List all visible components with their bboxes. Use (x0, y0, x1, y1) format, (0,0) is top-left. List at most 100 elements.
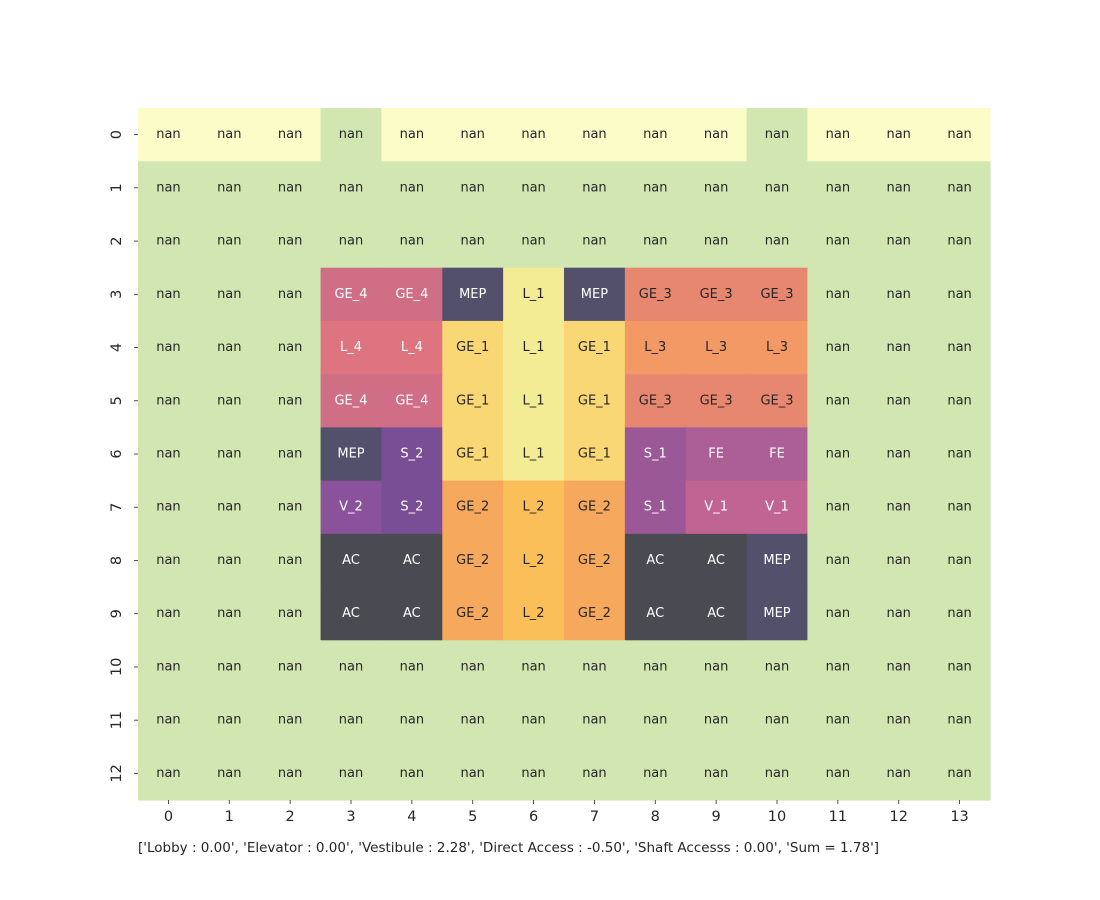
cell-label: MEP (459, 287, 486, 302)
cell-label: nan (886, 447, 910, 462)
heatmap-cell (503, 267, 565, 322)
heatmap-cell (442, 640, 504, 695)
heatmap-cell (198, 320, 261, 375)
x-tick-label: 8 (651, 809, 660, 825)
cell-label: nan (826, 393, 850, 408)
cell-label: GE_3 (700, 393, 733, 408)
cell-label: nan (947, 234, 971, 249)
heatmap-cell (868, 640, 930, 695)
cell-label: nan (643, 180, 667, 195)
heatmap-cell (929, 161, 991, 216)
cell-label: nan (400, 180, 424, 195)
cell-label: nan (886, 234, 910, 249)
cell-label: GE_1 (456, 393, 489, 408)
cell-label: nan (156, 713, 180, 728)
heatmap-cell (746, 108, 809, 162)
heatmap-cell (381, 587, 443, 641)
cell-label: nan (156, 234, 180, 249)
cell-label: nan (217, 180, 241, 195)
heatmap-cell (198, 533, 261, 588)
x-tick-label: 0 (164, 809, 173, 825)
y-tick-label: 10 (109, 658, 125, 676)
heatmap-cell (564, 320, 626, 375)
y-tick-label: 3 (109, 290, 125, 299)
x-tick-label: 7 (590, 809, 599, 825)
heatmap-cell (624, 214, 687, 269)
cell-label: nan (765, 180, 789, 195)
heatmap-cell (746, 640, 809, 695)
cell-label: GE_2 (578, 606, 611, 621)
score-summary: ['Lobby : 0.00', 'Elevator : 0.00', 'Ves… (138, 840, 880, 856)
heatmap-cell (929, 108, 991, 162)
cell-label: nan (278, 180, 302, 195)
heatmap-cell (381, 267, 443, 322)
heatmap-cell (320, 214, 383, 269)
heatmap-cell (746, 533, 809, 588)
heatmap-cell (624, 108, 687, 162)
cell-label: nan (947, 659, 971, 674)
heatmap-cell (929, 640, 991, 695)
cell-label: nan (400, 234, 424, 249)
heatmap-cell (381, 480, 443, 535)
heatmap-cell (929, 427, 991, 482)
heatmap-cell (198, 587, 261, 641)
heatmap-cell (929, 320, 991, 375)
cell-label: MEP (763, 553, 790, 568)
cell-label: nan (826, 500, 850, 515)
heatmap-cell (259, 693, 322, 748)
cell-label: nan (217, 393, 241, 408)
heatmap-cell (442, 693, 504, 748)
heatmap-cell (868, 533, 930, 588)
heatmap-cell (503, 214, 565, 269)
cell-label: nan (947, 287, 971, 302)
heatmap-cell (320, 427, 383, 482)
heatmap-cell (868, 480, 930, 535)
cell-label: nan (460, 713, 484, 728)
heatmap-cell (868, 693, 930, 748)
heatmap-cell (259, 746, 322, 801)
heatmap-cell (381, 640, 443, 695)
cell-label: V_2 (339, 500, 363, 515)
heatmap-cell (138, 320, 200, 375)
heatmap-cell (320, 108, 383, 162)
heatmap-cell (198, 427, 261, 482)
heatmap-cell (503, 587, 565, 641)
heatmap-cell (320, 693, 383, 748)
heatmap-cell (259, 161, 322, 216)
heatmap-cell (807, 108, 869, 162)
cell-label: AC (707, 553, 725, 568)
heatmap-cell (320, 587, 383, 641)
cell-label: GE_3 (760, 287, 793, 302)
cell-label: S_1 (644, 500, 667, 515)
cell-label: nan (826, 127, 850, 142)
heatmap-cell (320, 320, 383, 375)
heatmap-cell (685, 427, 748, 482)
heatmap-cell (807, 267, 869, 322)
cell-label: GE_1 (456, 447, 489, 462)
cell-label: GE_2 (456, 606, 489, 621)
cell-label: GE_1 (578, 393, 611, 408)
x-tick-label: 4 (407, 809, 416, 825)
heatmap-cell (624, 267, 687, 322)
heatmap-cell (807, 374, 869, 428)
cell-label: L_1 (523, 287, 545, 302)
cell-label: L_4 (340, 340, 362, 355)
heatmap-cell (746, 214, 809, 269)
heatmap-cell (746, 746, 809, 801)
x-tick-label: 13 (950, 809, 968, 825)
heatmap-cell (685, 267, 748, 322)
heatmap-cell (746, 587, 809, 641)
cell-label: GE_1 (578, 447, 611, 462)
heatmap-cell (685, 108, 748, 162)
heatmap-cell (746, 161, 809, 216)
heatmap-cell (320, 374, 383, 428)
cell-label: nan (339, 180, 363, 195)
cell-label: GE_2 (456, 553, 489, 568)
heatmap-cell (746, 320, 809, 375)
cell-label: FE (708, 447, 724, 462)
cell-label: S_2 (400, 500, 423, 515)
cell-label: nan (826, 180, 850, 195)
cell-label: nan (521, 766, 545, 781)
cell-label: nan (582, 713, 606, 728)
